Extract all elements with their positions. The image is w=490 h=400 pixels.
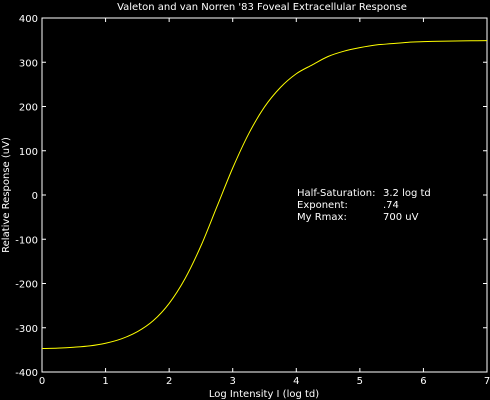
annotation-value-1: 3.2 log td: [383, 188, 431, 199]
y-tick-label: 200: [19, 103, 38, 114]
y-axis-ticks: -400 -300 -200 -100 0 100 200 300 400: [15, 14, 487, 379]
x-tick-label: 2: [166, 376, 172, 387]
x-tick-label: 7: [484, 376, 490, 387]
y-tick-label: -100: [15, 235, 38, 246]
y-tick-label: 100: [19, 147, 38, 158]
x-tick-label: 6: [420, 376, 426, 387]
y-tick-label: -400: [15, 368, 38, 379]
annotation-value-3: 700 uV: [383, 212, 419, 223]
annotation-label-3: My Rmax:: [297, 212, 347, 223]
annotation-value-2: .74: [383, 200, 399, 211]
x-tick-label: 4: [293, 376, 299, 387]
y-tick-label: -200: [15, 280, 38, 291]
y-tick-label: 400: [19, 14, 38, 25]
annotation-block: Half-Saturation: 3.2 log td Exponent: .7…: [297, 188, 431, 223]
x-axis-ticks: 0 1 2 3 4 5 6 7: [39, 18, 490, 387]
chart-title: Valeton and van Norren '83 Foveal Extrac…: [117, 2, 407, 13]
annotation-label-1: Half-Saturation:: [297, 188, 376, 199]
x-tick-label: 0: [39, 376, 45, 387]
x-tick-label: 1: [102, 376, 108, 387]
y-tick-label: 300: [19, 58, 38, 69]
y-tick-label: 0: [32, 191, 38, 202]
y-tick-label: -300: [15, 324, 38, 335]
annotation-label-2: Exponent:: [297, 200, 348, 211]
response-curve: [41, 40, 488, 350]
y-axis-label: Relative Response (uV): [1, 137, 12, 253]
x-tick-label: 5: [357, 376, 363, 387]
x-tick-label: 3: [230, 376, 236, 387]
x-axis-label: Log Intensity I (log td): [209, 389, 319, 400]
